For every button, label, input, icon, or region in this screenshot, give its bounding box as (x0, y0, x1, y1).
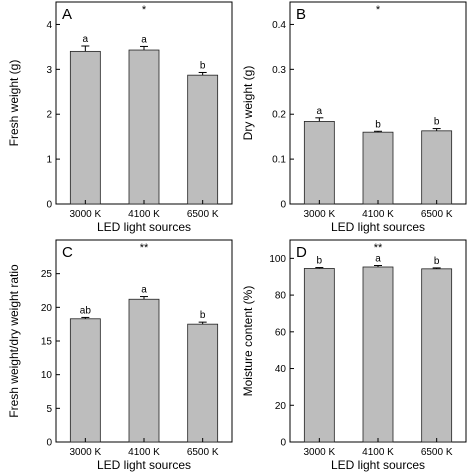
y-tick-label: 4 (46, 20, 52, 31)
x-tick-label: 4100 K (128, 447, 160, 458)
significance-letter: ab (80, 305, 92, 316)
panel-letter: C (62, 244, 73, 261)
y-axis-title: Fresh weight (g) (7, 60, 21, 147)
bar-1 (303, 268, 335, 443)
significance-marker: ** (374, 242, 383, 254)
x-tick-label: 3000 K (303, 447, 335, 458)
significance-marker: ** (140, 242, 149, 254)
significance-letter: a (375, 254, 381, 265)
significance-letter: b (434, 256, 440, 267)
bar-2 (128, 49, 160, 205)
x-tick-label: 4100 K (128, 209, 160, 220)
y-tick-label: 20 (275, 401, 287, 412)
x-tick-label: 3000 K (69, 209, 101, 220)
significance-letter: b (434, 117, 440, 128)
bar-2 (362, 266, 394, 443)
bar-1 (69, 50, 101, 205)
x-tick-label: 4100 K (362, 209, 394, 220)
panel-letter: B (296, 6, 306, 23)
significance-letter: a (141, 34, 147, 45)
bar-3 (187, 323, 219, 443)
significance-letter: a (83, 34, 89, 45)
y-tick-label: 10 (41, 370, 53, 381)
y-tick-label: 60 (275, 327, 287, 338)
bar-2 (362, 131, 394, 205)
significance-marker: * (142, 4, 147, 16)
x-tick-label: 3000 K (69, 447, 101, 458)
bar-3 (187, 74, 219, 205)
x-axis-title: LED light sources (331, 458, 425, 472)
y-tick-label: 25 (41, 269, 53, 280)
y-tick-label: 0 (280, 438, 286, 449)
x-tick-label: 4100 K (362, 447, 394, 458)
bar-3 (421, 268, 453, 443)
significance-letter: b (317, 256, 323, 267)
y-tick-label: 0 (280, 200, 286, 211)
significance-letter: a (141, 285, 147, 296)
significance-letter: b (200, 60, 206, 71)
y-tick-label: 1 (46, 155, 52, 166)
y-tick-label: 0.2 (272, 110, 286, 121)
bar-3 (421, 130, 453, 205)
y-tick-label: 0 (46, 200, 52, 211)
y-tick-label: 2 (46, 110, 52, 121)
y-tick-label: 0 (46, 438, 52, 449)
x-tick-label: 6500 K (187, 209, 219, 220)
significance-letter: b (375, 119, 381, 130)
x-axis-title: LED light sources (97, 458, 191, 472)
panel-letter: D (296, 244, 307, 261)
y-tick-label: 20 (41, 303, 53, 314)
y-tick-label: 40 (275, 364, 287, 375)
y-tick-label: 15 (41, 337, 53, 348)
y-axis-title: Fresh weight/dry weight ratio (7, 264, 21, 418)
x-tick-label: 6500 K (187, 447, 219, 458)
y-tick-label: 80 (275, 291, 287, 302)
y-tick-label: 0.3 (272, 65, 286, 76)
y-tick-label: 5 (46, 404, 52, 415)
significance-letter: a (317, 106, 323, 117)
bar-1 (303, 121, 335, 205)
x-tick-label: 6500 K (421, 447, 453, 458)
y-tick-label: 100 (269, 254, 286, 265)
x-tick-label: 6500 K (421, 209, 453, 220)
bar-2 (128, 298, 160, 443)
significance-letter: b (200, 310, 206, 321)
y-tick-label: 3 (46, 65, 52, 76)
y-axis-title: Moisture content (%) (241, 286, 255, 397)
y-axis-title: Dry weight (g) (241, 66, 255, 141)
y-tick-label: 0.1 (272, 155, 286, 166)
y-tick-label: 0.4 (272, 20, 286, 31)
panel-letter: A (62, 6, 72, 23)
x-tick-label: 3000 K (303, 209, 335, 220)
bar-1 (69, 318, 101, 443)
x-axis-title: LED light sources (97, 220, 191, 234)
significance-marker: * (376, 4, 381, 16)
x-axis-title: LED light sources (331, 220, 425, 234)
